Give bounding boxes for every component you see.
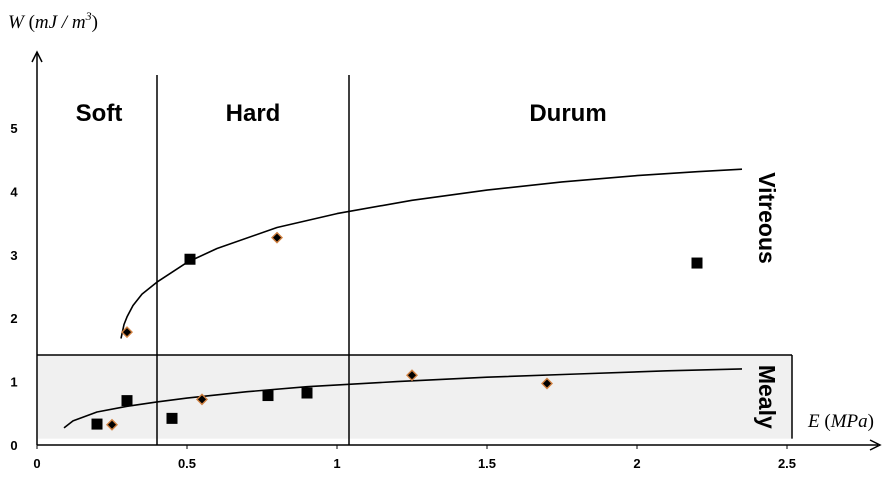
x-tick-labels: 0 0.5 1 1.5 2 2.5 — [33, 445, 796, 471]
trend-line-2 — [63, 368, 743, 429]
y-tick-label: 3 — [10, 248, 17, 263]
square-marker — [262, 390, 274, 402]
x-axis-arrow — [869, 439, 882, 451]
x-axis-title: E (MPa) — [807, 411, 874, 432]
y-axis-title: W (mJ / m3) — [8, 9, 98, 33]
region-labels: Soft Hard Durum — [76, 100, 607, 127]
x-tick-label: 0 — [33, 456, 40, 471]
square-marker — [691, 257, 703, 269]
y-tick-label: 1 — [10, 375, 17, 390]
diamond-marker — [406, 369, 418, 382]
x-tick-label: 2 — [633, 456, 640, 471]
region-label-soft: Soft — [76, 100, 123, 127]
x-tick-label: 2.5 — [778, 456, 796, 471]
y-tick-label: 0 — [10, 438, 17, 453]
y-tick-label: 4 — [10, 184, 18, 199]
square-marker — [91, 418, 103, 430]
square-marker — [184, 253, 196, 265]
x-tick-label: 1 — [333, 456, 340, 471]
x-tick-label: 0.5 — [178, 456, 196, 471]
trend-line-1 — [120, 168, 743, 339]
zone-label-vitreous: Vitreous — [754, 172, 780, 264]
diamond-marker — [106, 418, 118, 431]
trend-lines — [63, 168, 743, 429]
y-axis-arrow — [31, 50, 43, 63]
zone-labels: Vitreous Mealy — [754, 172, 780, 429]
mealy-zone-shade — [38, 354, 792, 439]
diamond-marker — [541, 377, 553, 390]
diamond-marker — [196, 393, 208, 406]
diamond-marker — [121, 326, 133, 339]
square-marker — [301, 387, 313, 399]
y-tick-label: 5 — [10, 121, 17, 136]
region-label-hard: Hard — [226, 100, 281, 127]
y-tick-label: 2 — [10, 311, 17, 326]
square-marker — [121, 395, 133, 407]
square-marker — [166, 412, 178, 424]
x-tick-label: 1.5 — [478, 456, 496, 471]
region-label-durum: Durum — [529, 100, 606, 127]
y-tick-labels: 0 1 2 3 4 5 — [10, 121, 18, 453]
data-points — [91, 231, 703, 431]
diamond-marker — [271, 231, 283, 244]
zone-label-mealy: Mealy — [754, 365, 780, 429]
